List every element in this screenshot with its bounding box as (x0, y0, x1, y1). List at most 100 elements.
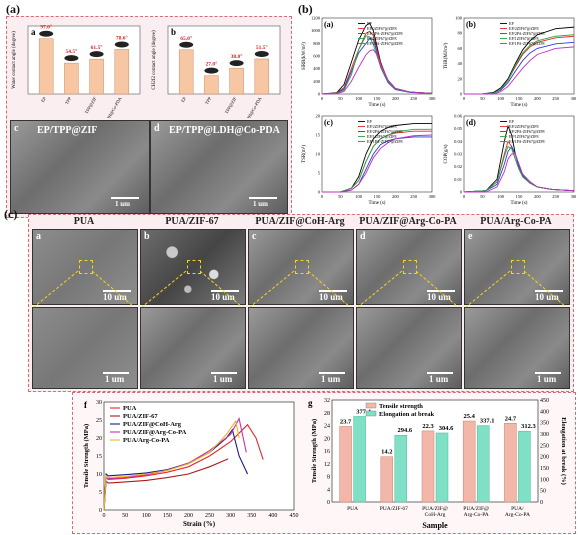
chart-b-category: TPP@LDH@Co-PDA (238, 95, 263, 118)
sem-bottom-scalebar (535, 372, 561, 374)
chart-g-ytick-right: 0 (540, 500, 543, 506)
chart-g-ytick-right: 250 (540, 443, 549, 449)
chart-g-ytick-left: 0 (327, 500, 330, 506)
chart-b0-ytick: 400 (313, 66, 321, 71)
chart-g-ytick-right: 150 (540, 466, 549, 472)
sem-top-scale: 10 um (427, 292, 451, 302)
chart-g-ytick-left: 16 (324, 449, 330, 455)
chart-g-tensile-label: 22.3 (422, 423, 434, 430)
chart-b3-legend-entry: EP/2PA-ZIF67@ZIF8 (509, 129, 545, 134)
chart-b2-legend-entry: EP (367, 119, 372, 124)
chart-b2-ytick: 5 (318, 171, 321, 176)
chart-a-droplet (39, 30, 54, 37)
sem-d-scalebar (249, 197, 277, 199)
chart-b0-xtick: 100 (355, 96, 363, 101)
chart-b2-ytick: 10 (316, 152, 321, 157)
sem-bottom-image: 1 um (356, 307, 462, 389)
chart-f-ytick: 20 (96, 436, 102, 442)
sem-c-title: EP/TPP@ZIF (37, 125, 98, 136)
chart-b1-xtick: 100 (497, 96, 505, 101)
chart-b2-xtick: 300 (429, 194, 437, 199)
chart-g-category: PUA/ZIF@ (422, 506, 448, 512)
chart-g-ytick-right: 300 (540, 432, 549, 438)
chart-f-xtick: 300 (226, 513, 235, 519)
panel-c-header: PUA (73, 216, 95, 227)
chart-b1-ytick: 60 (458, 46, 463, 51)
chart-g-tensile-label: 25.4 (464, 413, 476, 420)
panel-c-header: PUA/Arg-Co-PA (480, 216, 552, 227)
chart-g-elongation-bar (394, 434, 408, 503)
chart-g-ytick-right: 450 (540, 398, 549, 404)
chart-b-value-label: 51.5° (256, 44, 268, 51)
chart-b0-xtick: 150 (374, 96, 382, 101)
chart-b2-series-line (322, 128, 432, 193)
sem-bottom-scale: 1 um (429, 374, 449, 384)
chart-b0-legend-entry: EP/2PA-ZIF67@ZIF8 (367, 31, 403, 36)
chart-a-category: TPP@LDH@Co-PDA (98, 95, 123, 118)
chart-b3-ytick: 0.01 (454, 177, 462, 182)
chart-b0-xlabel: Time (s) (369, 103, 386, 108)
chart-g-elong-label: 294.6 (397, 427, 412, 434)
chart-g-category: Arg-Co-PA (464, 512, 489, 518)
chart-a-ylabel: Water contact angle (degree) (12, 31, 17, 89)
chart-b0-legend-entry: EP/1PA-ZIF67@ZIF8 (367, 41, 403, 46)
chart-g-ytick-left: 8 (327, 475, 330, 481)
chart-f-xtick: 450 (290, 513, 299, 519)
chart-b3-ytick: 0 (460, 190, 463, 195)
sem-d-scale: 1 um (253, 200, 268, 208)
chart-g-tensile-bar (504, 423, 517, 503)
chart-b2-ylabel: TSR(m²) (301, 145, 307, 163)
chart-g-elong-label: 337.1 (480, 418, 495, 425)
chart-b3-legend-entry: EP/1ZIF67@ZIF8 (509, 134, 538, 139)
chart-b1-ylabel: THR(MJ/m²) (443, 42, 449, 69)
panel-label-c: (c) (4, 207, 18, 221)
chart-b3-ylabel: COP(g/s) (444, 144, 449, 163)
chart-b-category: TPP (204, 96, 212, 106)
chart-b2-xtick: 100 (355, 194, 363, 199)
chart-b1-series-line (464, 34, 575, 95)
chart-b1-legend-entry: EP/1PA-ZIF67@ZIF8 (509, 41, 545, 46)
chart-b2-xtick: 250 (410, 194, 418, 199)
chart-a-bar (38, 38, 54, 95)
zoom-square (187, 260, 201, 274)
chart-a-category: EP (40, 96, 47, 103)
chart-b3-xtick: 300 (571, 194, 576, 199)
chart-b0-xtick: 0 (321, 96, 324, 101)
chart-b1-legend-entry: EP/2ZIF67@ZIF8 (509, 26, 538, 31)
chart-b-bar (229, 67, 244, 95)
chart-b2-xtick: 50 (338, 194, 343, 199)
chart-a-value-label: 54.5° (65, 48, 77, 55)
sem-top-image: b 10 um (140, 229, 246, 305)
chart-g-tensile-label: 14.2 (381, 449, 392, 456)
sem-sub-label: a (36, 231, 41, 242)
chart-b1-xtick: 250 (552, 96, 560, 101)
chart-b0-ytick: 600 (313, 54, 321, 59)
chart-g-category: PUA/ZIF@ (463, 506, 489, 512)
chart-g-xlabel: Sample (422, 521, 448, 530)
chart-g-ytick-right: 400 (540, 409, 549, 415)
chart-g-ytick-right: 350 (540, 421, 549, 427)
chart-b1-xlabel: Time (s) (511, 103, 528, 108)
chart-b3-sublabel: (d) (466, 118, 476, 127)
chart-b0-xtick: 250 (410, 96, 418, 101)
chart-g-frame (331, 399, 539, 503)
chart-g-tensile-bar (339, 426, 352, 503)
chart-f-ytick: 10 (96, 472, 102, 478)
chart-g-legend-entry: Elongation at break (379, 411, 435, 418)
chart-b-value-label: 65.0° (180, 35, 192, 42)
chart-b3-ytick: 0.03 (454, 152, 463, 157)
chart-a-value-label: 78.6° (116, 34, 128, 41)
chart-g-ylabel-right: Elongation at break (%) (560, 417, 567, 485)
chart-b2-legend-entry: EP/1ZIF67@ZIF8 (367, 134, 396, 139)
sem-d-title: EP/TPP@LDH@Co-PDA (169, 125, 280, 136)
chart-b0-xtick: 200 (392, 96, 400, 101)
panel-label-b: (b) (298, 2, 313, 16)
chart-b-droplet (179, 41, 194, 48)
chart-b3-legend-entry: EP/2ZIF67@ZIF8 (509, 124, 538, 129)
chart-g-tensile-bar (380, 456, 394, 503)
chart-b2-ytick: 0 (318, 190, 321, 195)
chart-f-xtick: 150 (163, 513, 172, 519)
chart-b1-xtick: 150 (516, 96, 524, 101)
